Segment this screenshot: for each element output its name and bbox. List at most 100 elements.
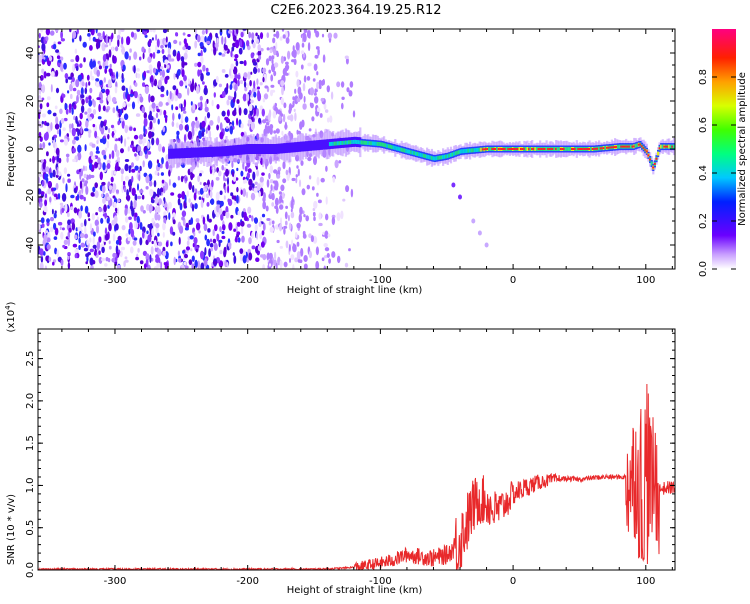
noise-blob (49, 226, 54, 233)
noise-blob (145, 175, 150, 184)
noise-blob (173, 39, 178, 45)
noise-blob (173, 72, 176, 80)
noise-blob (280, 184, 285, 192)
ridge-band (255, 144, 258, 154)
noise-blob (104, 65, 108, 70)
noise-blob (192, 103, 196, 111)
noise-blob (311, 186, 315, 191)
noise-blob (41, 113, 47, 118)
ridge-band (191, 147, 195, 158)
ridge-band (230, 145, 233, 156)
noise-blob (283, 261, 288, 268)
noise-blob (197, 52, 201, 57)
noise-blob (76, 194, 80, 201)
ridge-mid (410, 150, 413, 155)
noise-blob (237, 210, 241, 216)
noise-blob (316, 81, 319, 90)
ridge-band (169, 148, 172, 159)
noise-blob (301, 188, 306, 196)
noise-blob (194, 203, 198, 210)
noise-blob (89, 60, 94, 68)
noise-blob (175, 106, 179, 111)
noise-blob (240, 220, 245, 227)
noise-blob (123, 113, 129, 120)
ridge-mid (672, 144, 675, 149)
noise-blob (101, 42, 106, 52)
noise-blob (188, 181, 192, 190)
noise-blob (209, 190, 213, 199)
noise-blob (137, 248, 140, 253)
ridge-band (201, 147, 204, 158)
noise-blob (112, 233, 116, 242)
noise-blob (157, 162, 161, 168)
snr-exponent-base: (x10 (6, 310, 17, 333)
noise-blob (216, 233, 220, 242)
noise-blob (221, 90, 226, 98)
noise-blob (64, 203, 68, 213)
noise-blob (43, 234, 48, 242)
snr-x-tick-label: -100 (369, 576, 392, 587)
noise-blob (233, 228, 237, 232)
noise-blob (227, 95, 232, 101)
noise-blob (107, 258, 111, 263)
noise-blob (117, 156, 120, 162)
noise-blob (147, 151, 152, 155)
noise-blob (59, 139, 64, 143)
noise-blob (195, 248, 198, 253)
noise-blob (106, 163, 111, 169)
noise-blob (145, 253, 150, 261)
noise-blob (187, 45, 191, 51)
noise-blob (235, 39, 240, 49)
noise-blob (204, 247, 207, 256)
snr-series-line (38, 383, 675, 570)
ridge-mid (427, 155, 430, 159)
noise-blob (195, 120, 200, 129)
noise-blob (92, 186, 96, 193)
noise-blob (181, 264, 185, 269)
noise-blob (290, 200, 294, 210)
ridge-mid (360, 140, 363, 145)
noise-blob (216, 37, 219, 44)
noise-blob (100, 120, 104, 128)
noise-blob (310, 235, 314, 243)
ridge-mid (408, 149, 411, 154)
ridge-mid (465, 148, 469, 153)
noise-blob (113, 135, 116, 140)
noise-blob (142, 210, 146, 214)
noise-blob (92, 244, 97, 249)
noise-blob (236, 186, 239, 193)
noise-blob (276, 239, 280, 244)
noise-blob (44, 173, 49, 178)
noise-blob (294, 257, 298, 263)
noise-blob (257, 90, 261, 98)
noise-blob (55, 69, 59, 77)
noise-blob (105, 108, 109, 112)
noise-blob (190, 101, 193, 106)
ridge-core (588, 148, 591, 150)
noise-blob (128, 216, 132, 220)
ridge-mid (399, 147, 402, 152)
ridge-band (301, 141, 304, 152)
snr-x-tick-label: -300 (104, 576, 127, 587)
noise-blob (165, 36, 168, 43)
noise-blob (108, 153, 112, 160)
noise-blob (327, 233, 331, 238)
noise-blob (212, 166, 215, 176)
noise-blob (267, 112, 271, 122)
noise-blob (157, 172, 160, 177)
ridge-core (623, 145, 626, 148)
noise-blob (200, 49, 203, 58)
noise-blob (233, 201, 237, 206)
noise-blob (48, 142, 51, 146)
noise-blob (312, 78, 316, 82)
noise-blob (127, 146, 130, 152)
noise-blob (159, 70, 162, 76)
noise-blob (41, 43, 46, 52)
noise-blob (155, 222, 160, 229)
ridge-core (571, 148, 573, 150)
noise-blob (102, 197, 106, 204)
noise-blob (148, 64, 153, 71)
ridge-band (198, 147, 201, 158)
noise-blob (290, 208, 293, 213)
noise-blob (225, 168, 229, 177)
